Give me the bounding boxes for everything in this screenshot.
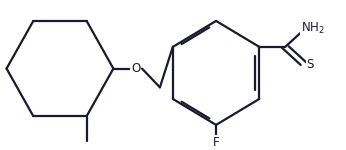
Text: NH$_2$: NH$_2$: [301, 21, 325, 36]
Text: O: O: [131, 62, 140, 75]
Text: S: S: [307, 58, 314, 71]
Text: F: F: [213, 136, 219, 149]
